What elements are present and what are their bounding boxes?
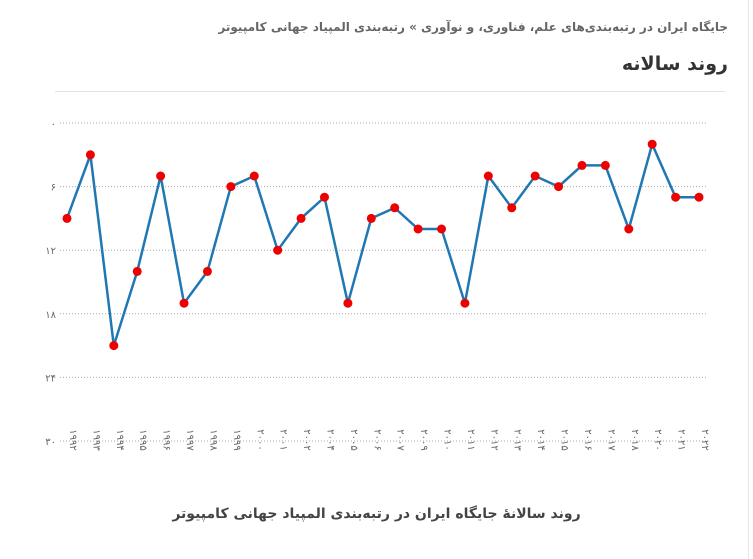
x-tick-label: ۲۰۱۶	[582, 429, 593, 450]
data-point	[132, 266, 142, 276]
x-tick-label: ۲۰۰۰	[254, 429, 265, 450]
x-tick-label: ۲۰۱۱	[465, 429, 476, 450]
divider	[55, 91, 725, 92]
y-tick-label: ۶	[51, 183, 56, 194]
x-tick-label: ۲۰۲۲	[699, 429, 710, 450]
data-point	[694, 192, 704, 202]
data-point	[671, 192, 681, 202]
data-point	[460, 298, 470, 308]
data-point	[319, 192, 329, 202]
x-tick-label: ۲۰۰۱	[278, 429, 289, 450]
x-tick-label: ۲۰۰۲	[301, 429, 312, 450]
line-chart: ۰ ۶ ۱۲ ۱۸ ۲۴ ۳۰ ۱۹۹۲ ۱۹۹۳ ۱۹۹۴ ۱۹۹۵ ۱۹۹۶ ۱۹۹۷ ۱۹۹۸ ۱۹…	[45, 119, 710, 451]
x-tick-label: ۱۹۹۵	[137, 429, 148, 450]
data-point	[343, 298, 353, 308]
data-point	[156, 171, 166, 181]
data-point	[226, 182, 236, 192]
data-point	[624, 224, 634, 234]
data-point	[554, 182, 564, 192]
data-point	[109, 341, 119, 351]
x-tick-label: ۲۰۰۴	[324, 429, 335, 450]
data-point	[390, 203, 400, 213]
data-point	[296, 213, 306, 223]
x-tick-label: ۲۰۰۵	[348, 429, 359, 450]
data-point	[202, 266, 212, 276]
data-point	[530, 171, 540, 181]
y-tick-label: ۳۰	[45, 437, 56, 448]
data-point	[413, 224, 423, 234]
y-tick-label: ۰	[51, 119, 56, 130]
x-tick-label: ۲۰۱۸	[629, 429, 640, 451]
x-tick-label: ۲۰۲۰	[652, 429, 663, 450]
y-tick-label: ۲۴	[45, 373, 56, 384]
data-point	[437, 224, 447, 234]
data-point	[85, 150, 95, 160]
x-tick-label: ۱۹۹۴	[114, 429, 125, 450]
series-line	[65, 140, 699, 346]
data-point	[62, 213, 72, 223]
x-tick-label: ۱۹۹۷	[184, 429, 195, 451]
x-tick-label: ۲۰۱۲	[488, 429, 499, 450]
page-title: روند سالانه	[621, 53, 728, 75]
x-tick-label: ۲۰۱۴	[535, 429, 546, 450]
y-tick-label: ۱۸	[45, 310, 56, 321]
x-tick-label: ۲۰۱۰	[442, 429, 453, 450]
data-point	[507, 203, 517, 213]
data-point	[273, 245, 283, 255]
data-point	[249, 171, 259, 181]
breadcrumb: جایگاه ایران در رتبه‌بندی‌های علم، فناور…	[218, 20, 728, 34]
x-tick-label: ۲۰۱۵	[559, 429, 570, 450]
data-point	[483, 171, 493, 181]
x-tick-label: ۲۰۰۹	[418, 429, 429, 450]
chart-caption: روند سالانۀ جایگاه ایران در رتبه‌بندی ال…	[172, 506, 581, 522]
data-point	[577, 160, 587, 170]
x-tick-label: ۲۰۰۶	[371, 429, 382, 450]
data-point	[600, 160, 610, 170]
x-tick-label: ۱۹۹۸	[207, 429, 218, 451]
right-border	[748, 0, 749, 559]
data-point	[366, 213, 376, 223]
y-tick-label: ۱۲	[45, 246, 56, 257]
data-point	[647, 139, 657, 149]
x-tick-label: ۲۰۱۷	[605, 429, 616, 451]
data-point	[179, 298, 189, 308]
x-tick-label: ۲۰۲۱	[676, 429, 687, 450]
x-tick-label: ۱۹۹۹	[231, 429, 242, 450]
x-tick-label: ۱۹۹۶	[161, 429, 172, 450]
x-tick-label: ۲۰۱۳	[512, 429, 523, 451]
x-tick-label: ۱۹۹۳	[90, 429, 101, 451]
x-tick-label: ۱۹۹۲	[67, 429, 78, 450]
x-tick-label: ۲۰۰۷	[395, 429, 406, 451]
